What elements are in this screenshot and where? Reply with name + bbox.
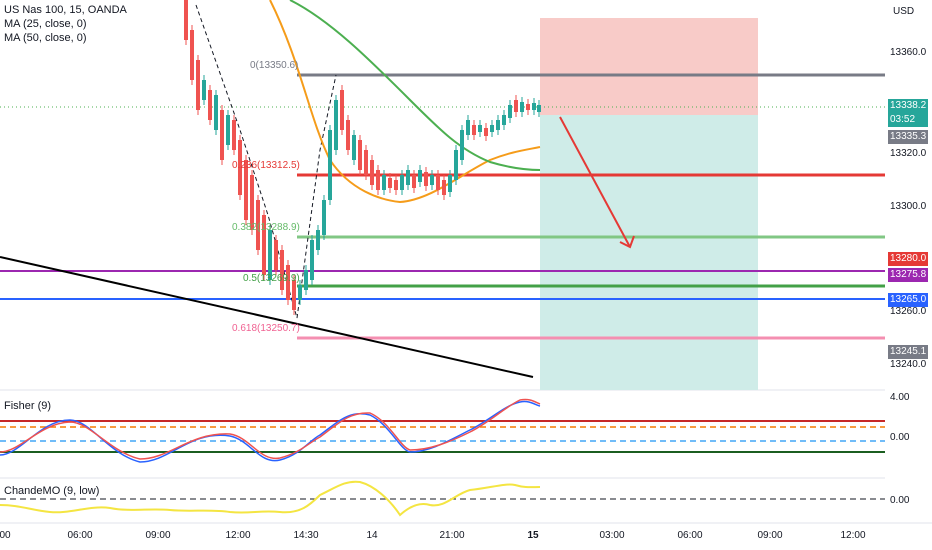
time-tick-label: 09:00 [145,530,171,541]
fib-label-05: 0.5(13269.9) [243,273,300,284]
badge-13335: 13335.3 [888,130,928,144]
time-tick-label: 09:00 [757,530,783,541]
badge-13245: 13245.1 [888,345,928,359]
take-profit-zone[interactable] [540,115,758,390]
fisher-trigger-line[interactable] [0,398,541,460]
legend-ma25[interactable]: MA (25, close, 0) [4,18,87,30]
price-tick-label: 13360.0 [890,47,927,58]
trend-line[interactable] [0,256,534,378]
fisher-tick-0: 0.00 [890,432,910,443]
time-tick-label: 03:00 [599,530,625,541]
price-tick-label: 13240.0 [890,359,927,370]
price-tick-label: 13300.0 [890,201,927,212]
chandemo-tick-0: 0.00 [890,495,910,506]
fib-label-0382: 0.382(13288.9) [232,222,300,233]
legend-symbol[interactable]: US Nas 100, 15, OANDA [4,4,127,16]
fib-label-0236: 0.236(13312.5) [232,160,300,171]
price-tick-label: 13320.0 [890,148,927,159]
fib-label-0: 0(13350.6) [250,60,298,71]
time-tick-label: 06:00 [67,530,93,541]
badge-13275: 13275.8 [888,268,928,282]
currency-label: USD [893,6,915,17]
fisher-title[interactable]: Fisher (9) [4,400,52,412]
badge-13280: 13280.0 [888,252,928,266]
stop-loss-zone[interactable] [540,18,758,115]
price-tick-label: 13260.0 [890,306,927,317]
time-tick-label: 06:00 [677,530,703,541]
time-tick-label: 12:00 [840,530,866,541]
legend-ma50[interactable]: MA (50, close, 0) [4,32,87,44]
time-tick-label: 00 [0,530,11,541]
time-tick-label: 12:00 [225,530,251,541]
last-price-badge: 13338.2 [888,99,928,113]
arrow-head-icon [619,235,635,249]
candlestick-series[interactable] [184,0,541,315]
projection-arrow[interactable] [559,116,631,248]
time-tick-label: 14:30 [293,530,319,541]
time-tick-label: 15 [527,530,539,541]
ma25-line[interactable] [269,0,541,204]
fisher-tick-4: 4.00 [890,392,910,403]
time-tick-label: 14 [366,530,378,541]
time-tick-label: 21:00 [439,530,465,541]
countdown-badge: 03:52 [888,113,928,127]
chandemo-line[interactable] [0,480,541,517]
fib-label-0618: 0.618(13250.7) [232,323,300,334]
badge-13265: 13265.0 [888,293,928,307]
ma50-line[interactable] [289,0,541,171]
chandemo-title[interactable]: ChandeMO (9, low) [4,485,100,497]
